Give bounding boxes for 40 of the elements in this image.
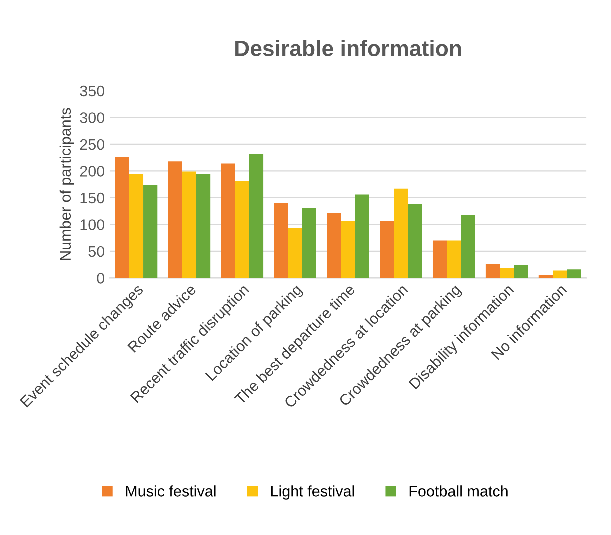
bar — [432, 240, 448, 278]
bar — [182, 172, 196, 278]
y-tick-label: 200 — [80, 166, 105, 177]
bar — [447, 240, 462, 278]
bar — [408, 204, 422, 278]
bar — [129, 174, 144, 278]
bar — [500, 268, 514, 278]
y-tick-label: 300 — [80, 112, 105, 124]
bar — [302, 208, 316, 278]
bar — [221, 164, 236, 278]
bar — [461, 215, 476, 278]
bar — [380, 221, 394, 278]
bar — [341, 221, 356, 278]
bar — [538, 276, 554, 278]
y-tick-label: 150 — [80, 192, 105, 204]
bar — [514, 265, 528, 278]
bar — [288, 228, 302, 278]
legend-label: Music festival — [126, 486, 216, 497]
bar — [196, 174, 211, 278]
bar — [274, 203, 288, 278]
bar — [394, 188, 408, 278]
legend-label: Light festival — [272, 486, 354, 500]
bar — [144, 185, 158, 278]
bar — [553, 270, 568, 278]
y-tick-label: 350 — [80, 86, 105, 97]
bar — [115, 157, 130, 278]
bar — [327, 213, 342, 278]
y-tick-label: 100 — [80, 220, 105, 230]
chart-title: Desirable information — [236, 40, 462, 56]
y-tick-label: 0 — [97, 273, 105, 284]
legend-label: Football match — [410, 486, 508, 497]
bar — [168, 162, 182, 278]
y-axis-title: Number of participants — [60, 108, 74, 260]
y-tick-label: 50 — [88, 246, 105, 258]
bar — [249, 154, 264, 278]
bar — [567, 270, 582, 278]
bar — [235, 181, 250, 278]
bar — [486, 264, 500, 278]
y-tick-label: 250 — [80, 139, 105, 150]
bar — [355, 194, 370, 278]
